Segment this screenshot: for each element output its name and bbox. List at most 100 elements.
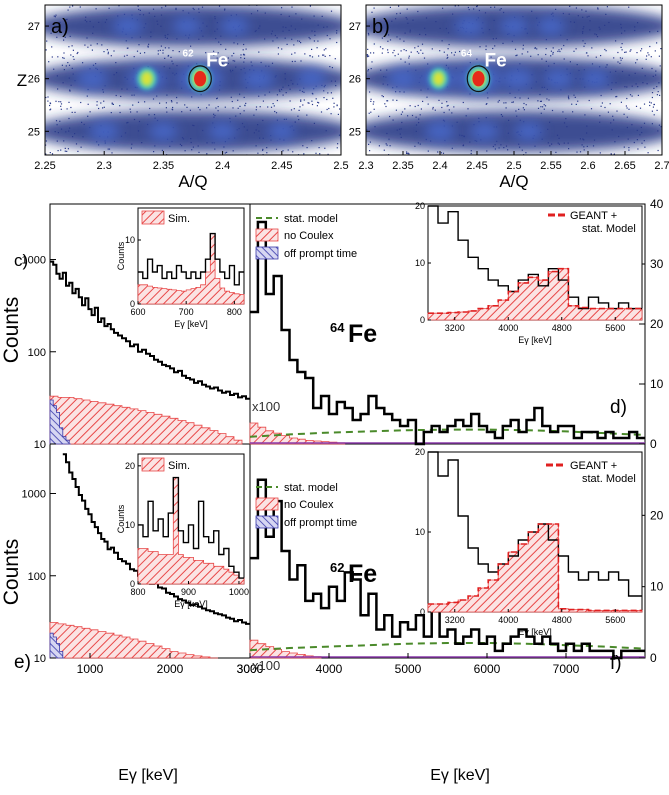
pid-dot [367,32,370,34]
pid-blob [76,68,108,89]
pid-dot [626,116,628,118]
pid-dot [327,92,329,94]
pid-dot [70,106,72,109]
pid-dot [396,99,398,101]
pid-dot [92,26,94,28]
pid-dot [650,56,652,58]
pid-dot [450,158,451,159]
pid-dot [319,153,321,155]
pid-dot [187,65,189,67]
pid-dot [201,6,204,8]
pid-dot [649,31,651,33]
pid-dot [153,151,155,153]
pid-xlabel: A/Q [499,172,528,191]
pid-dot [290,25,292,27]
pid-x-tick-label: 2.45 [466,160,487,172]
pid-dot [104,21,106,23]
pid-dot [372,1,373,2]
inset-y-tick-label: 10 [125,235,135,245]
pid-dot [50,32,52,34]
pid-dot [156,119,159,122]
pid-dot [214,148,216,150]
pid-dot [628,149,630,151]
pid-dot [657,130,659,132]
pid-dot [186,106,188,108]
pid-dot [171,60,173,62]
pid-dot [267,106,269,108]
pid-dot [289,100,291,102]
inset-x-tick-label: 4000 [498,615,518,625]
pid-dot [598,26,600,28]
pid-dot [633,141,635,144]
pid-dot [659,65,661,67]
pid-dot [511,40,513,42]
pid-dot [588,99,590,102]
pid-dot [419,114,421,116]
pid-dot [102,91,104,93]
legend-d-offprompt-label: off prompt time [284,248,357,260]
pid-dot [307,102,309,104]
pid-dot [258,51,260,53]
pid-dot [407,115,409,117]
pid-dot [250,61,252,63]
pid-dot [565,118,567,120]
pid-dot [441,106,443,109]
pid-gate-contour [188,65,212,93]
pid-dot [217,52,219,54]
pid-dot [539,93,541,96]
pid-dot [579,138,581,140]
pid-dot [373,52,375,54]
pid-blob-core [432,71,445,86]
pid-dot [288,15,290,17]
pid-dot [579,78,581,80]
inset-y-tick-label: 20 [415,447,425,457]
pid-dot [539,100,542,102]
pid-dot [292,83,294,85]
pid-dot [184,150,186,152]
pid-dot [547,142,549,144]
pid-dot [619,57,621,59]
pid-dot [378,115,380,117]
pid-dot [577,100,579,102]
pid-dot [451,52,453,54]
pid-dot [607,84,609,86]
pid-dot [484,12,487,14]
pid-dot [419,33,421,35]
pid-dot [133,56,135,58]
pid-dot [609,103,611,105]
legend-f: stat. model no Coulex off prompt time [255,482,357,529]
pid-dot [67,148,69,150]
legend-f-offprompt-swatch [255,515,279,529]
pid-dot [394,55,396,57]
counts-ylabel-top: Counts [0,297,23,364]
pid-dot [641,48,643,50]
pid-dot [604,48,606,51]
pid-dot [86,37,88,39]
pid-dot [516,54,518,56]
pid-dot [239,105,241,107]
pid-dot [443,111,445,114]
pid-dot [68,117,70,120]
pid-dot [285,92,287,94]
pid-dot [179,143,181,145]
pid-dot [95,67,97,69]
pid-dot [563,44,565,47]
inset-x-tick-label: 800 [130,587,145,597]
pid-dot [485,48,487,51]
pid-dot [276,99,278,102]
pid-dot [283,139,285,141]
pid-dot [410,51,412,53]
panel-e-label: e) [14,652,31,673]
pid-dot [156,95,158,97]
pid-dot [100,102,102,104]
pid-dot [332,97,334,99]
pid-dot [594,2,595,3]
legend-d-stat-label: stat. model [284,213,338,225]
pid-dot [329,66,331,68]
pid-dot [67,159,68,160]
pid-dot [432,108,434,110]
pid-dot [333,102,335,104]
pid-dot [291,53,293,55]
pid-dot [64,150,66,152]
pid-dot [427,150,429,152]
